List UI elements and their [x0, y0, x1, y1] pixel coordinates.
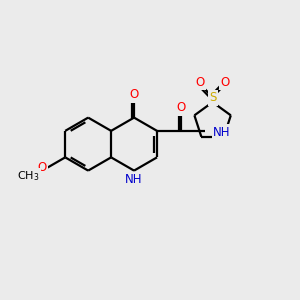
Text: O: O [176, 101, 186, 114]
Text: O: O [38, 161, 46, 174]
Text: S: S [209, 91, 216, 104]
Text: CH$_3$: CH$_3$ [17, 169, 40, 183]
Text: NH: NH [125, 173, 143, 186]
Text: O: O [221, 76, 230, 89]
Text: NH: NH [213, 126, 230, 139]
Text: O: O [129, 88, 139, 101]
Text: O: O [195, 76, 204, 89]
